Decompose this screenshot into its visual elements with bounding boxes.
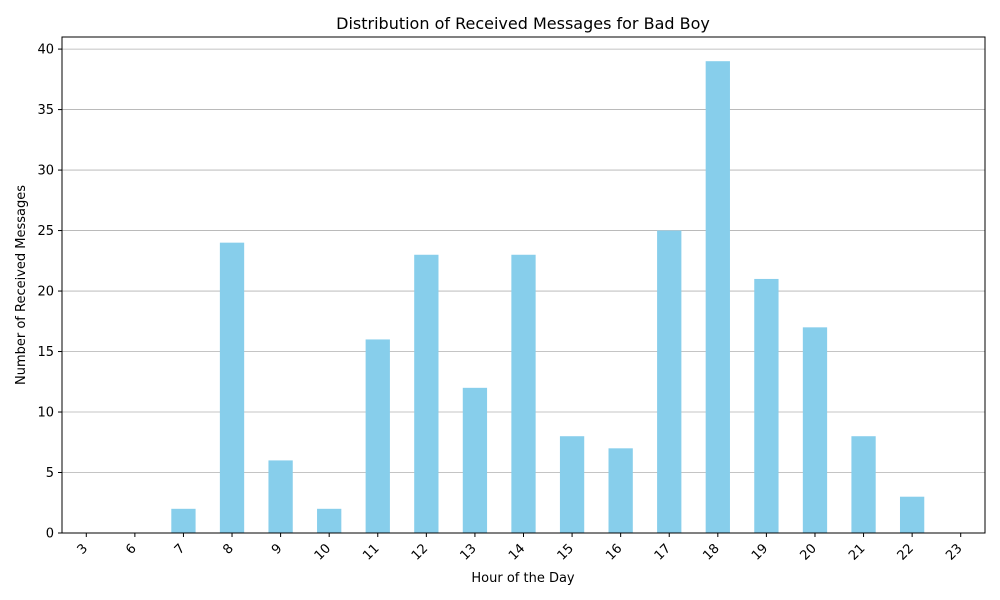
bar-hour-18 <box>705 61 730 533</box>
chart-title: Distribution of Received Messages for Ba… <box>336 14 710 33</box>
x-tick-label: 23 <box>943 541 965 563</box>
y-tick-label: 0 <box>46 527 54 542</box>
bar-hour-16 <box>608 448 633 533</box>
bar-hour-15 <box>559 436 585 533</box>
bar-hour-12 <box>414 254 439 533</box>
bar-hour-9 <box>268 460 293 533</box>
y-tick-label: 20 <box>37 285 54 300</box>
x-tick-label: 7 <box>172 541 188 557</box>
x-tick-label: 13 <box>457 541 479 563</box>
bars <box>171 61 925 533</box>
x-tick-label: 8 <box>220 541 236 557</box>
x-tick-label: 10 <box>312 541 334 563</box>
x-axis: 3 6 7 8 9 10 11 12 13 14 15 16 17 18 19 20 21 22 23 <box>75 533 966 564</box>
x-tick-label: 22 <box>895 541 917 563</box>
x-tick-label: 15 <box>555 541 577 563</box>
bar-hour-19 <box>754 278 779 533</box>
bar-hour-7 <box>171 508 196 533</box>
bar-hour-17 <box>657 230 682 533</box>
x-tick-label: 11 <box>360 541 382 563</box>
x-tick-label: 9 <box>269 541 285 557</box>
bar-hour-13 <box>462 387 488 533</box>
bar-hour-20 <box>802 327 828 533</box>
y-tick-label: 10 <box>37 406 54 421</box>
x-axis-label: Hour of the Day <box>471 571 575 586</box>
y-tick-label: 15 <box>37 345 54 360</box>
bar-hour-11 <box>365 339 390 533</box>
bar-hour-22 <box>899 496 925 533</box>
x-tick-label: 6 <box>123 541 139 557</box>
x-tick-label: 21 <box>846 541 868 563</box>
x-tick-label: 17 <box>652 541 674 563</box>
y-tick-label: 5 <box>46 466 54 481</box>
x-tick-label: 20 <box>797 541 819 563</box>
x-tick-label: 12 <box>409 541 431 563</box>
y-tick-label: 40 <box>37 43 54 58</box>
y-axis: 0 5 10 15 20 25 30 35 40 <box>37 43 62 542</box>
x-tick-label: 19 <box>749 541 771 563</box>
bar-hour-10 <box>317 508 342 533</box>
bar-hour-21 <box>851 436 876 533</box>
x-tick-label: 18 <box>700 541 722 563</box>
x-tick-label: 16 <box>603 541 625 563</box>
y-tick-label: 25 <box>37 224 54 239</box>
x-tick-label: 14 <box>506 541 528 563</box>
y-tick-label: 35 <box>37 103 54 118</box>
bar-hour-8 <box>219 242 245 533</box>
plot-frame <box>61 36 986 534</box>
bar-hour-14 <box>511 254 536 533</box>
x-tick-label: 3 <box>75 541 91 557</box>
y-tick-label: 30 <box>37 164 54 179</box>
y-axis-label: Number of Received Messages <box>14 185 29 385</box>
